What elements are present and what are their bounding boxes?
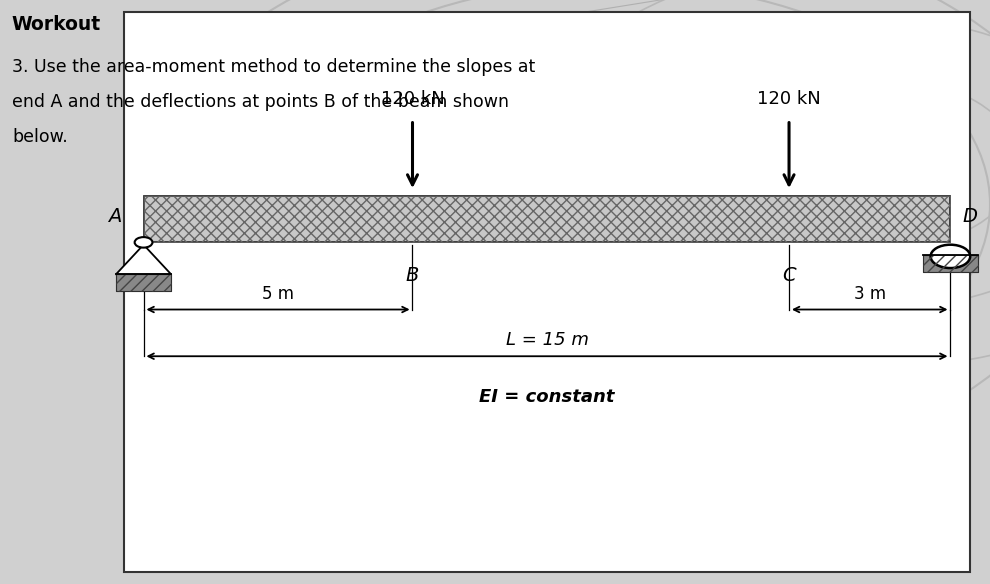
Bar: [117, 274, 170, 291]
Text: FLOOR PLAN: FLOOR PLAN: [526, 140, 623, 175]
Circle shape: [931, 245, 970, 268]
Bar: [117, 274, 170, 291]
Circle shape: [135, 237, 152, 248]
Text: below.: below.: [12, 128, 67, 147]
Text: EI = constant: EI = constant: [479, 388, 615, 406]
Text: 3. Use the area-moment method to determine the slopes at: 3. Use the area-moment method to determi…: [12, 58, 536, 77]
Bar: [124, 12, 970, 572]
Text: L = 15 m: L = 15 m: [506, 331, 588, 349]
Text: 120 kN: 120 kN: [757, 90, 821, 108]
Text: FLOOR: FLOOR: [818, 166, 865, 184]
Text: 5 m: 5 m: [262, 284, 294, 303]
Text: 3 m: 3 m: [853, 284, 886, 303]
Bar: [923, 255, 978, 272]
Text: B: B: [406, 266, 419, 285]
Polygon shape: [116, 245, 171, 274]
Text: 120 kN: 120 kN: [380, 90, 445, 108]
Text: C: C: [782, 266, 796, 285]
Text: end A and the deflections at points B of the beam shown: end A and the deflections at points B of…: [12, 93, 509, 112]
Text: A: A: [108, 207, 122, 225]
Text: D: D: [962, 207, 977, 225]
Bar: [144, 196, 950, 242]
Text: Workout: Workout: [12, 15, 101, 34]
Bar: [923, 255, 978, 272]
Bar: [144, 196, 950, 242]
